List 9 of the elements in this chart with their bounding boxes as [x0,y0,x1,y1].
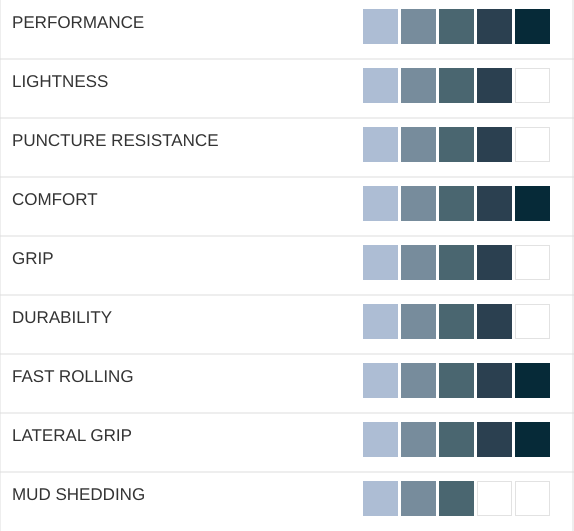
y-tick-label: PERFORMANCE [12,13,144,32]
y-tick-label: COMFORT [12,190,98,209]
y-tick-label: FAST ROLLING [12,367,134,386]
y-tick-label: PUNCTURE RESISTANCE [12,131,219,150]
y-tick-label: MUD SHEDDING [12,485,146,504]
y-tick-label: DURABILITY [12,308,112,327]
y-tick-label: GRIP [12,249,54,268]
y-tick-label: LATERAL GRIP [12,426,132,445]
y-tick-label: LIGHTNESS [12,72,108,91]
